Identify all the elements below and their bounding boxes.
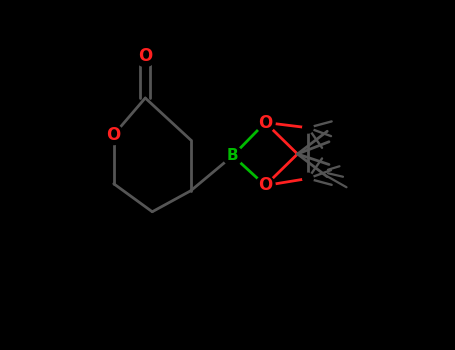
Text: O: O: [258, 176, 273, 195]
Text: O: O: [106, 126, 121, 144]
Text: O: O: [138, 47, 152, 65]
Text: O: O: [258, 113, 273, 132]
Circle shape: [256, 113, 275, 132]
Circle shape: [104, 125, 124, 145]
Circle shape: [223, 146, 243, 166]
Circle shape: [256, 176, 275, 195]
Circle shape: [135, 46, 156, 66]
Text: B: B: [227, 148, 238, 163]
Circle shape: [303, 122, 313, 133]
Circle shape: [303, 173, 313, 184]
